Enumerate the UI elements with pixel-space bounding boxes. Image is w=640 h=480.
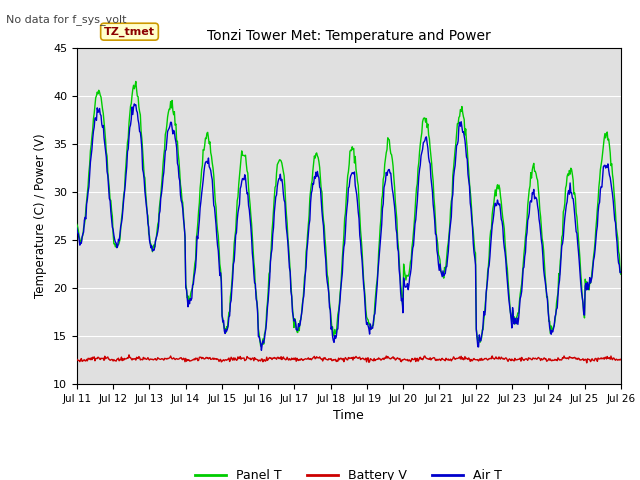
Text: TZ_tmet: TZ_tmet — [104, 26, 155, 37]
Text: No data for f_sys_volt: No data for f_sys_volt — [6, 14, 127, 25]
X-axis label: Time: Time — [333, 409, 364, 422]
Title: Tonzi Tower Met: Temperature and Power: Tonzi Tower Met: Temperature and Power — [207, 29, 491, 43]
Legend: Panel T, Battery V, Air T: Panel T, Battery V, Air T — [190, 464, 508, 480]
Y-axis label: Temperature (C) / Power (V): Temperature (C) / Power (V) — [35, 134, 47, 298]
